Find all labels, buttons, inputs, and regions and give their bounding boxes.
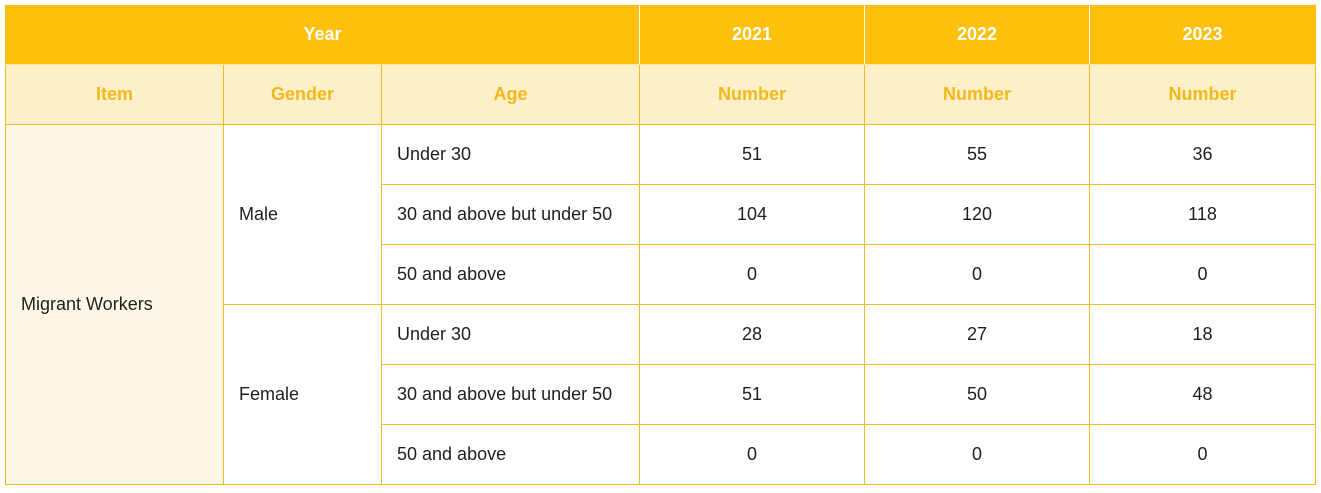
number-header-2022: Number [864,64,1090,125]
item-cell: Migrant Workers [5,124,224,485]
value-cell: 0 [639,424,865,485]
age-header: Age [381,64,640,125]
age-cell: 30 and above but under 50 [381,364,640,425]
migrant-workers-table: Year 2021 2022 2023 Item Gender Age Numb… [5,4,1316,485]
age-cell: 50 and above [381,424,640,485]
age-cell: 30 and above but under 50 [381,184,640,245]
value-cell: 50 [864,364,1090,425]
table-row: 30 and above but under 50 104 120 118 [6,184,1316,245]
table-row: 30 and above but under 50 51 50 48 [6,364,1316,425]
year-2022-header: 2022 [864,4,1090,65]
number-header-2021: Number [639,64,865,125]
table-row: 50 and above 0 0 0 [6,244,1316,305]
table-row: 50 and above 0 0 0 [6,424,1316,485]
gender-cell-male: Male [223,124,382,305]
value-cell: 0 [1089,244,1316,305]
age-cell: 50 and above [381,244,640,305]
value-cell: 0 [1089,424,1316,485]
header-row: Year 2021 2022 2023 [5,4,1316,65]
subheader-row: Item Gender Age Number Number Number [5,64,1316,125]
table-container: Year 2021 2022 2023 Item Gender Age Numb… [5,4,1316,485]
value-cell: 48 [1089,364,1316,425]
value-cell: 0 [864,424,1090,485]
year-header: Year [5,4,640,65]
item-header: Item [5,64,224,125]
year-2023-header: 2023 [1089,4,1316,65]
value-cell: 104 [639,184,865,245]
value-cell: 118 [1089,184,1316,245]
gender-cell-female: Female [223,304,382,485]
value-cell: 0 [639,244,865,305]
table-row: Migrant Workers Male Under 30 51 55 36 [5,124,1316,485]
year-2021-header: 2021 [639,4,865,65]
age-cell: Under 30 [381,124,640,185]
value-cell: 51 [639,124,865,185]
value-cell: 55 [864,124,1090,185]
value-cell: 18 [1089,304,1316,365]
value-cell: 27 [864,304,1090,365]
gender-header: Gender [223,64,382,125]
age-cell: Under 30 [381,304,640,365]
value-cell: 0 [864,244,1090,305]
value-cell: 28 [639,304,865,365]
value-cell: 36 [1089,124,1316,185]
table-row: Female Under 30 28 27 18 [6,304,1316,485]
value-cell: 51 [639,364,865,425]
number-header-2023: Number [1089,64,1316,125]
value-cell: 120 [864,184,1090,245]
